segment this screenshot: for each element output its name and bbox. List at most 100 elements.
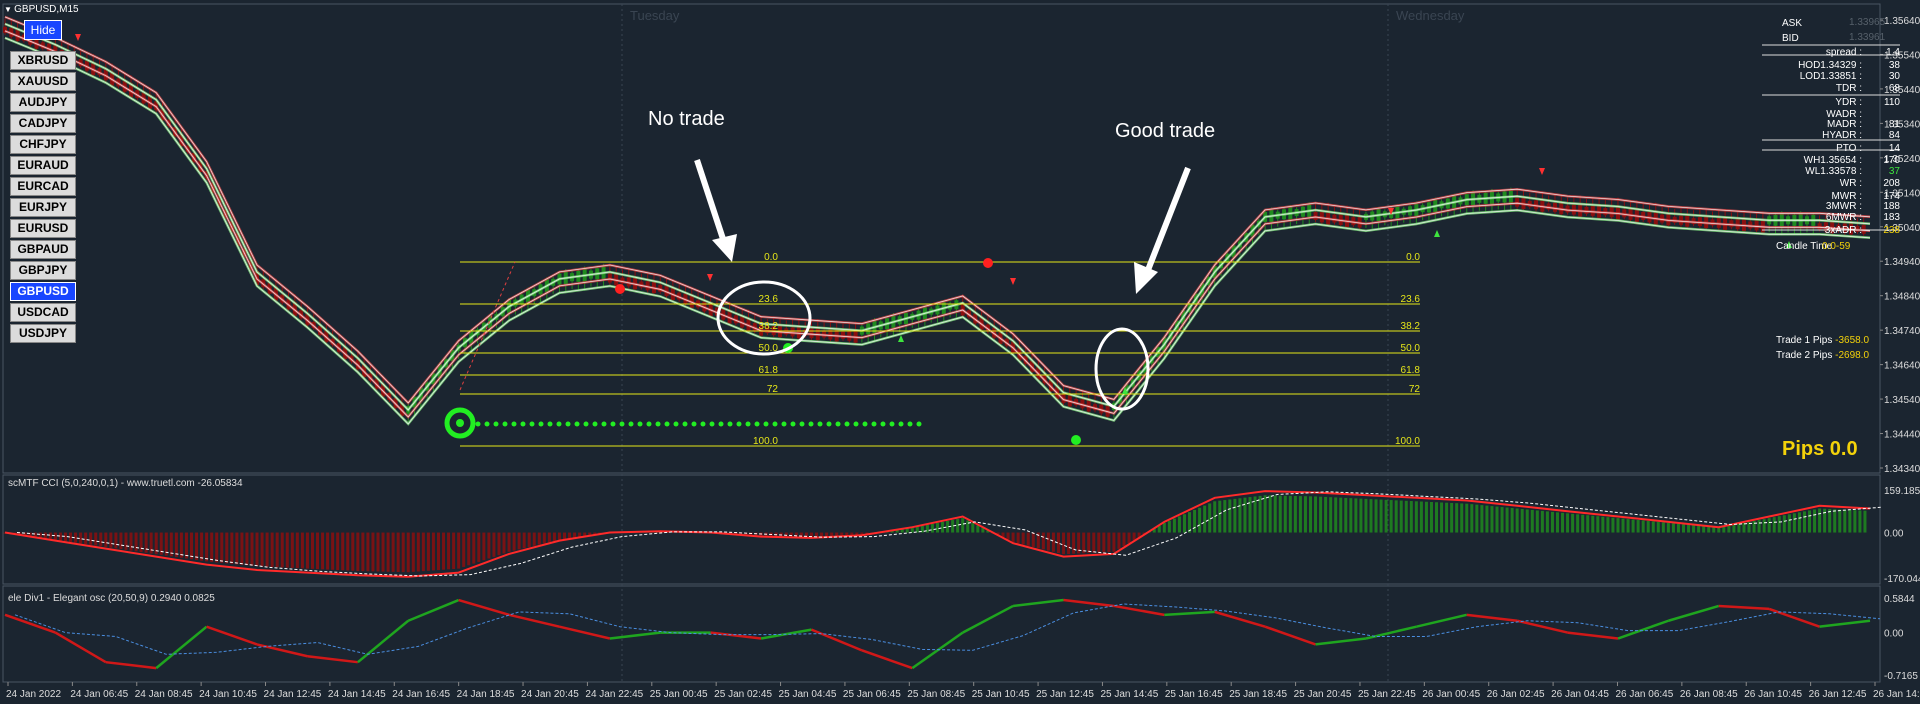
entry-dot	[826, 421, 832, 427]
fib-level-label-left: 61.8	[759, 365, 779, 376]
cci-histogram-bar	[1656, 521, 1660, 533]
cci-histogram-bar	[1278, 495, 1282, 533]
trade2-label: Trade 2 Pips -2698.0	[1776, 350, 1870, 361]
x-tick-label: 24 Jan 10:45	[199, 689, 257, 700]
osc-line-segment	[1516, 619, 1568, 634]
sell-arrow-icon	[1388, 208, 1394, 215]
entry-dot	[889, 421, 895, 427]
cci-histogram-bar	[1601, 516, 1605, 533]
symbol-button-euraud[interactable]: EURAUD	[10, 156, 76, 175]
osc-line-segment	[710, 631, 762, 640]
cci-histogram-bar	[1818, 508, 1822, 533]
entry-dot	[700, 421, 706, 427]
symbol-button-gbpjpy[interactable]: GBPJPY	[10, 261, 76, 280]
info-row: WADR :	[1826, 109, 1862, 120]
cci-y-tick-label: -170.0445	[1884, 574, 1920, 585]
cci-histogram-bar	[996, 532, 1000, 535]
symbol-button-eurjpy[interactable]: EURJPY	[10, 198, 76, 217]
cci-histogram-bar	[552, 532, 556, 541]
cci-histogram-bar	[69, 532, 73, 542]
cci-histogram-bar	[507, 532, 511, 552]
cci-histogram-bar	[1167, 520, 1171, 533]
cci-histogram-bar	[48, 532, 52, 540]
cci-histogram-bar	[1041, 532, 1045, 550]
symbol-button-xbrusd[interactable]: XBRUSD	[10, 51, 76, 70]
cci-histogram-bar	[1031, 532, 1035, 547]
osc-line-segment	[861, 649, 913, 670]
info-row: TDR :68	[1835, 83, 1900, 94]
symbol-button-xauusd[interactable]: XAUUSD	[10, 72, 76, 91]
entry-dot	[916, 421, 922, 427]
cci-histogram-bar	[1858, 510, 1862, 533]
cci-histogram-bar	[1571, 513, 1575, 533]
cci-histogram-bar	[1495, 506, 1499, 533]
entry-dot	[772, 421, 778, 427]
cci-histogram-bar	[930, 523, 934, 533]
cci-histogram-bar	[270, 532, 274, 567]
cci-histogram-bar	[462, 532, 466, 567]
symbol-button-usdcad[interactable]: USDCAD	[10, 303, 76, 322]
symbol-button-eurcad[interactable]: EURCAD	[10, 177, 76, 196]
cci-histogram-bar	[1188, 512, 1192, 533]
x-tick-label: 25 Jan 04:45	[779, 689, 837, 700]
cci-histogram-bar	[1288, 495, 1292, 533]
cci-histogram-bar	[1863, 510, 1867, 533]
no-trade-arrow-head	[712, 234, 737, 262]
cci-histogram-bar	[1414, 501, 1418, 533]
cci-histogram-bar	[190, 532, 193, 560]
cci-histogram-bar	[184, 532, 188, 559]
cci-pane-frame	[2, 474, 1881, 585]
cci-histogram-bar	[547, 532, 551, 543]
cci-histogram-bar	[1213, 501, 1217, 533]
cci-histogram-bar	[280, 532, 284, 568]
cci-histogram-bar	[1001, 532, 1005, 538]
cci-histogram-bar	[941, 521, 945, 533]
cci-histogram-bar	[1485, 505, 1489, 533]
cci-signal-line	[16, 491, 1883, 577]
y-tick-label: 1.35540	[1884, 50, 1920, 61]
symbol-button-gbpusd[interactable]: GBPUSD	[10, 282, 76, 301]
cci-histogram-bar	[1707, 526, 1711, 533]
cci-histogram-bar	[1435, 502, 1439, 533]
osc-line-segment	[1012, 598, 1064, 608]
osc-line-segment	[1819, 619, 1871, 628]
info-row: HOD1.34329 :38	[1798, 60, 1900, 71]
cci-histogram-bar	[966, 520, 970, 533]
symbol-button-audjpy[interactable]: AUDJPY	[10, 93, 76, 112]
cci-histogram-bar	[487, 532, 491, 559]
cci-histogram-bar	[1067, 532, 1071, 554]
cci-histogram-bar	[421, 532, 425, 572]
symbol-button-cadjpy[interactable]: CADJPY	[10, 114, 76, 133]
osc-line-segment	[911, 631, 964, 670]
info-row: WL1.33578 :37	[1805, 166, 1900, 177]
cci-histogram-bar	[1782, 515, 1786, 533]
cci-histogram-bar	[527, 532, 531, 547]
cci-histogram-bar	[502, 532, 506, 554]
symbol-button-usdjpy[interactable]: USDJPY	[10, 324, 76, 343]
cci-histogram-bar	[920, 525, 924, 533]
x-tick-label: 26 Jan 02:45	[1487, 689, 1545, 700]
entry-dot	[682, 421, 688, 427]
cci-histogram-bar	[1344, 497, 1348, 533]
entry-dot	[619, 421, 625, 427]
info-row: WH1.35654 :170	[1803, 155, 1900, 166]
cci-histogram-bar	[1636, 520, 1640, 533]
cci-histogram-bar	[33, 532, 37, 537]
cci-histogram-bar	[1581, 514, 1585, 533]
symbol-button-gbpaud[interactable]: GBPAUD	[10, 240, 76, 259]
entry-dot	[844, 421, 850, 427]
fib-level-label-right: 61.8	[1401, 365, 1421, 376]
cci-histogram-bar	[1087, 532, 1091, 553]
cci-histogram-bar	[381, 532, 385, 572]
buy-arrow-icon	[1786, 241, 1792, 248]
symbol-button-eurusd[interactable]: EURUSD	[10, 219, 76, 238]
cci-histogram-bar	[285, 532, 289, 568]
cci-histogram-bar	[1802, 511, 1806, 533]
cci-histogram-bar	[850, 532, 854, 536]
symbol-button-chfjpy[interactable]: CHFJPY	[10, 135, 76, 154]
osc-line-segment	[357, 619, 410, 664]
cci-histogram-bar	[129, 532, 133, 551]
hide-button[interactable]: Hide	[24, 20, 62, 40]
